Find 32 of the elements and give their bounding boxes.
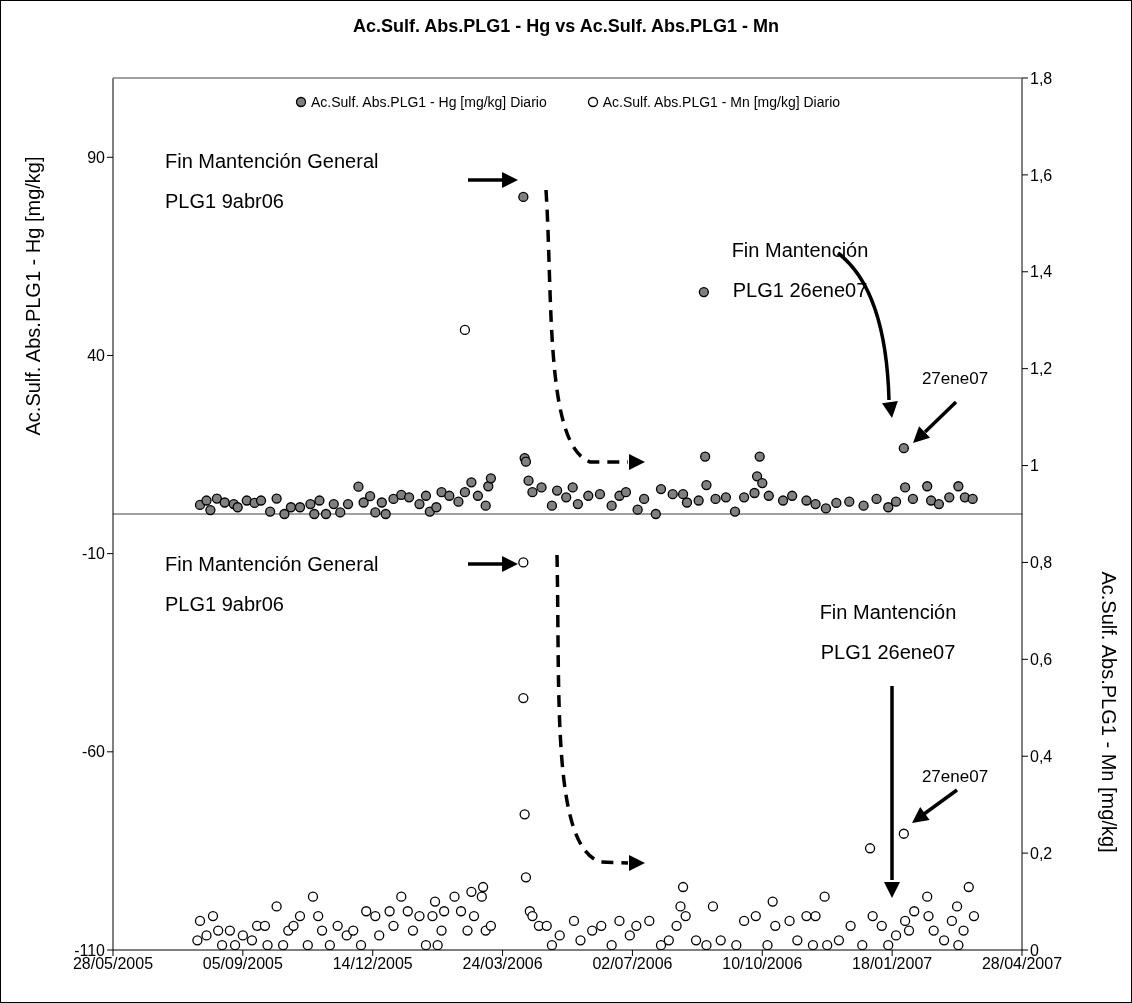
legend-label: Ac.Sulf. Abs.PLG1 - Mn [mg/kg] Diario (602, 94, 841, 110)
y2-axis-title: Ac.Sulf. Abs.PLG1 - Mn [mg/kg] (1098, 571, 1120, 853)
annotation: Fin Mantención PLG1 26ene07 (731, 239, 869, 301)
annotation: Fin Mantención PLG1 26ene07 (819, 601, 957, 663)
y-tick-label: -60 (81, 743, 106, 761)
y2-tick-label: 1,6 (1030, 166, 1053, 184)
legend-label: Ac.Sulf. Abs.PLG1 - Hg [mg/kg] Diario (310, 94, 547, 110)
y2-tick-label: 0,6 (1030, 651, 1053, 669)
x-tick-label: 28/04/2007 (981, 955, 1063, 973)
y2-tick-label: 1 (1030, 457, 1039, 475)
x-tick-label: 28/05/2005 (72, 955, 154, 973)
y2-tick-label: 1,4 (1030, 263, 1053, 281)
x-tick-label: 24/03/2006 (462, 955, 543, 973)
x-tick-label: 14/12/2005 (332, 955, 413, 973)
x-tick-label: 10/10/2006 (722, 955, 803, 973)
x-tick-label: 02/07/2006 (592, 955, 673, 973)
y-axis-title: Ac.Sulf. Abs.PLG1 - Hg [mg/kg] (22, 156, 44, 436)
y-tick-label: -10 (81, 545, 106, 563)
y2-tick-label: 1,2 (1030, 360, 1053, 378)
y-tick-label: 40 (87, 347, 106, 365)
x-tick-label: 18/01/2007 (852, 955, 933, 973)
y2-tick-label: 1,8 (1030, 69, 1053, 87)
y2-tick-label: 0,2 (1030, 844, 1053, 862)
annotation: 27ene07 (921, 767, 989, 786)
annotation: Fin Mantención General PLG1 9abr06 (165, 553, 379, 615)
x-tick-label: 05/09/2005 (202, 955, 283, 973)
y-tick-label: 90 (87, 148, 106, 166)
annotation: 27ene07 (921, 369, 989, 388)
y2-tick-label: 0,4 (1030, 747, 1053, 765)
annotation: Fin Mantención General PLG1 9abr06 (165, 150, 379, 212)
chart-title: Ac.Sulf. Abs.PLG1 - Hg vs Ac.Sulf. Abs.PLG1 - Mn (351, 16, 781, 37)
y2-tick-label: 0,8 (1030, 554, 1053, 572)
